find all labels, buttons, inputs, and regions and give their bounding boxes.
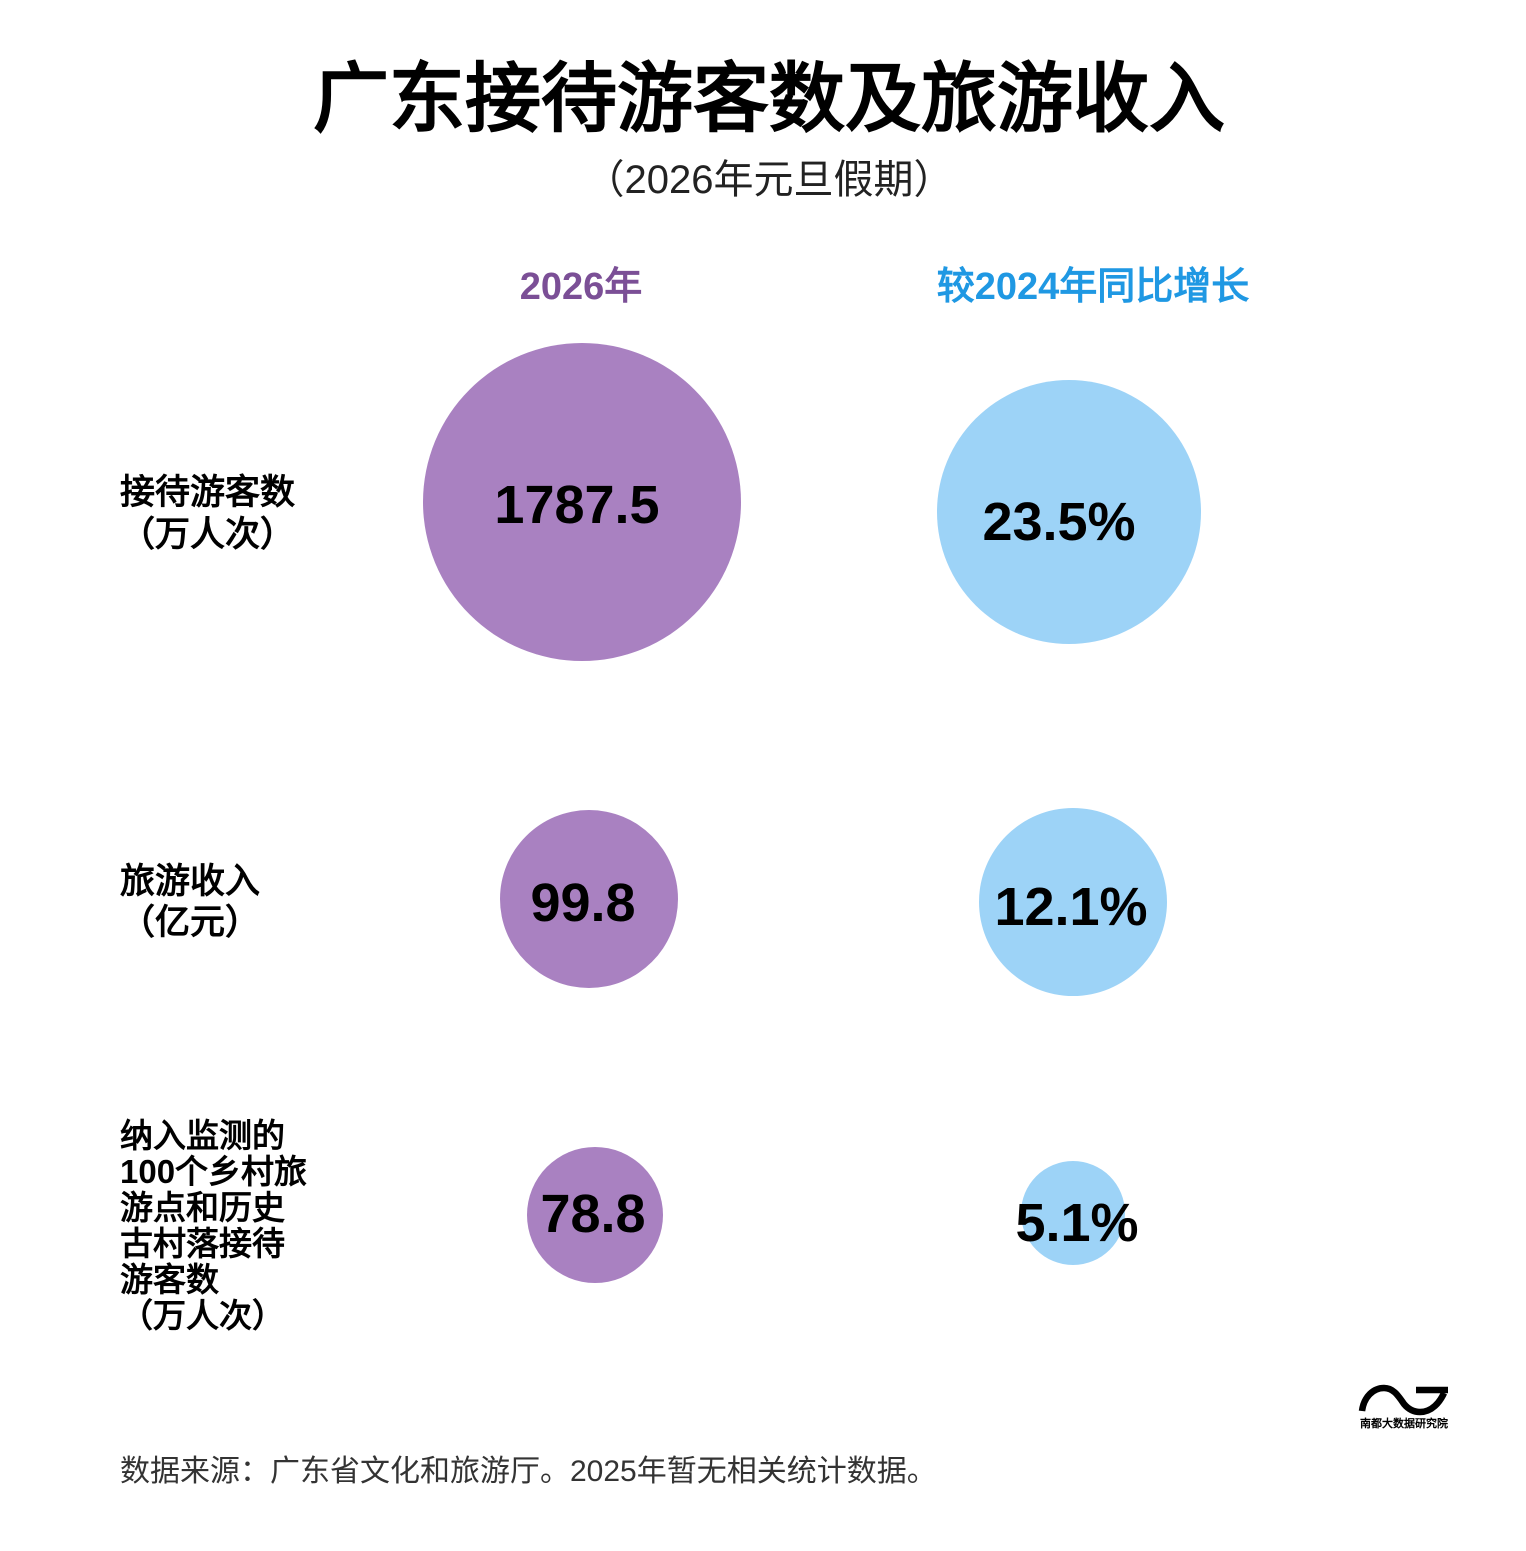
value-label-2026-revenue: 99.8 bbox=[530, 873, 635, 933]
nandu-wave-logo-icon bbox=[1356, 1382, 1452, 1416]
bubble-chart: 1787.5 23.5% 99.8 12.1% 78.8 5.1% bbox=[0, 0, 1526, 1551]
data-source-note: 数据来源：广东省文化和旅游厅。2025年暂无相关统计数据。 bbox=[120, 1453, 937, 1491]
infographic: 广东接待游客数及旅游收入 （2026年元旦假期） 2026年 较2024年同比增… bbox=[0, 0, 1526, 1551]
value-label-growth-rural-visitors: 5.1% bbox=[1015, 1193, 1138, 1253]
logo-text: 南都大数据研究院 bbox=[1352, 1416, 1456, 1432]
value-label-2026-rural-visitors: 78.8 bbox=[540, 1184, 645, 1244]
brand-logo: 南都大数据研究院 bbox=[1352, 1382, 1456, 1434]
value-label-growth-visitors: 23.5% bbox=[982, 492, 1135, 552]
value-label-growth-revenue: 12.1% bbox=[994, 877, 1147, 937]
value-label-2026-visitors: 1787.5 bbox=[494, 475, 659, 535]
